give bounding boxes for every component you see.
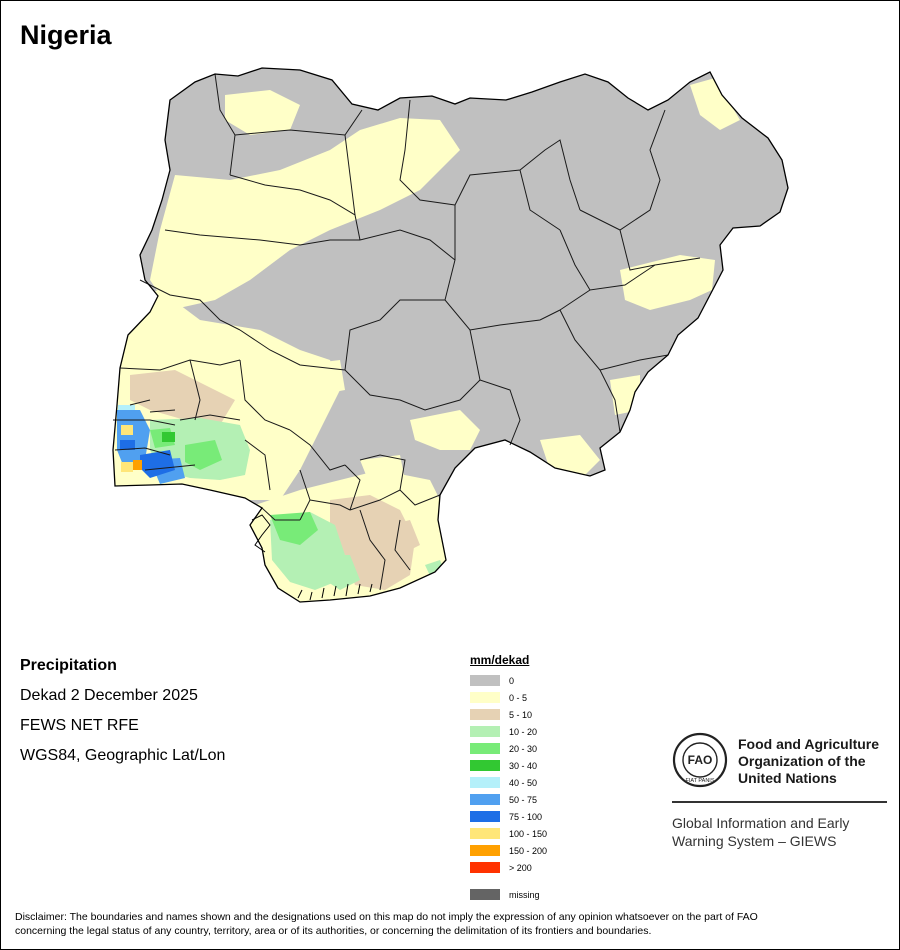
info-heading: Precipitation bbox=[20, 657, 117, 674]
legend-swatch bbox=[470, 675, 500, 686]
legend-swatch bbox=[470, 845, 500, 856]
legend-swatch bbox=[470, 777, 500, 788]
precip-30-40-zones bbox=[162, 432, 175, 442]
legend-swatch bbox=[470, 692, 500, 703]
legend-label: 30 - 40 bbox=[509, 760, 538, 771]
niger-delta-coastline bbox=[251, 514, 373, 601]
legend-title: mm/dekad bbox=[470, 653, 530, 667]
precip-150-200-zones bbox=[133, 460, 142, 470]
legend-swatch bbox=[470, 743, 500, 754]
legend-item: 100 - 150 bbox=[470, 825, 547, 842]
legend-label: 10 - 20 bbox=[509, 726, 538, 737]
precip-100-150-zones bbox=[121, 425, 133, 472]
legend-label: 20 - 30 bbox=[509, 743, 538, 754]
fao-divider bbox=[672, 801, 887, 803]
legend-item: 30 - 40 bbox=[470, 757, 547, 774]
legend-item: 0 - 5 bbox=[470, 689, 547, 706]
legend-item: 75 - 100 bbox=[470, 808, 547, 825]
map-title: Nigeria bbox=[20, 20, 112, 50]
info-projection: WGS84, Geographic Lat/Lon bbox=[20, 747, 226, 764]
fao-name-line3: United Nations bbox=[738, 770, 837, 786]
legend-item-missing: missing bbox=[470, 886, 547, 903]
precipitation-map bbox=[112, 67, 789, 603]
fao-name: Food and Agriculture Organization of the… bbox=[738, 736, 879, 787]
legend-item: 20 - 30 bbox=[470, 740, 547, 757]
legend-label: 50 - 75 bbox=[509, 794, 538, 805]
legend-label: 5 - 10 bbox=[509, 709, 533, 720]
legend-label: 0 - 5 bbox=[509, 692, 528, 703]
legend-label: > 200 bbox=[509, 862, 532, 873]
disclaimer-line1: Disclaimer: The boundaries and names sho… bbox=[15, 911, 758, 923]
fao-logo: FAO FIAT PANIS bbox=[672, 732, 728, 788]
legend-item: 10 - 20 bbox=[470, 723, 547, 740]
legend-label: 40 - 50 bbox=[509, 777, 538, 788]
legend-swatch bbox=[470, 794, 500, 805]
fao-logo-text: FAO bbox=[688, 753, 713, 767]
giews-name: Global Information and Early Warning Sys… bbox=[672, 814, 849, 850]
legend-item: 50 - 75 bbox=[470, 791, 547, 808]
giews-line1: Global Information and Early bbox=[672, 815, 850, 831]
legend-swatch bbox=[470, 726, 500, 737]
legend-label: 150 - 200 bbox=[509, 845, 548, 856]
precip-75-100-zones bbox=[120, 440, 175, 478]
legend-label: 0 bbox=[509, 675, 515, 686]
legend-swatch-missing bbox=[470, 889, 500, 900]
legend-swatch bbox=[470, 760, 500, 771]
legend-item: > 200 bbox=[470, 859, 547, 876]
legend-swatch bbox=[470, 828, 500, 839]
legend-swatch bbox=[470, 811, 500, 822]
giews-line2: Warning System – GIEWS bbox=[672, 833, 837, 849]
disclaimer-line2: concerning the legal status of any count… bbox=[15, 925, 652, 937]
state-boundaries bbox=[113, 73, 701, 591]
fao-name-line1: Food and Agriculture bbox=[738, 736, 880, 752]
legend: mm/dekad 0 0 - 5 5 - 10 10 - 20 20 - 30 30 - … bbox=[470, 653, 547, 903]
legend-item: 40 - 50 bbox=[470, 774, 547, 791]
legend-item: 5 - 10 bbox=[470, 706, 547, 723]
legend-label: 100 - 150 bbox=[509, 828, 548, 839]
fao-name-line2: Organization of the bbox=[738, 753, 866, 769]
map-info: Precipitation Dekad 2 December 2025 FEWS… bbox=[20, 656, 225, 776]
legend-items: 0 0 - 5 5 - 10 10 - 20 20 - 30 30 - 40 40 - 50… bbox=[470, 672, 547, 876]
legend-item: 0 bbox=[470, 672, 547, 689]
legend-item: 150 - 200 bbox=[470, 842, 547, 859]
legend-swatch bbox=[470, 709, 500, 720]
nigeria-outline bbox=[112, 67, 789, 603]
info-period: Dekad 2 December 2025 bbox=[20, 687, 198, 704]
legend-label-missing: missing bbox=[509, 889, 540, 900]
info-source: FEWS NET RFE bbox=[20, 717, 139, 734]
legend-swatch bbox=[470, 862, 500, 873]
fao-logo-motto: FIAT PANIS bbox=[685, 778, 714, 784]
legend-label: 75 - 100 bbox=[509, 811, 543, 822]
disclaimer: Disclaimer: The boundaries and names sho… bbox=[15, 910, 885, 938]
